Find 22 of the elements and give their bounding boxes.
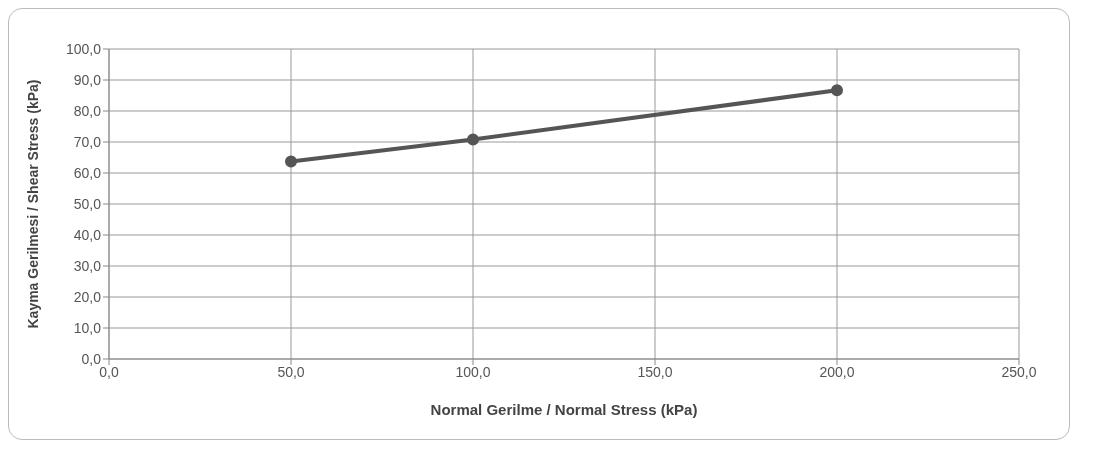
y-tick-label: 60,0 bbox=[73, 164, 102, 181]
y-tick-label: 100,0 bbox=[65, 40, 102, 57]
point bbox=[285, 155, 297, 168]
x-axis-title: Normal Gerilme / Normal Stress (kPa) bbox=[430, 401, 698, 418]
x-tick-label: 100,0 bbox=[455, 363, 491, 380]
y-tick-label: 20,0 bbox=[73, 288, 102, 305]
y-tick-label: 90,0 bbox=[73, 71, 102, 88]
y-tick-label: 80,0 bbox=[73, 102, 102, 119]
point bbox=[467, 133, 479, 146]
y-tick-label: 30,0 bbox=[73, 257, 102, 274]
y-tick-label: 0,0 bbox=[81, 350, 102, 367]
x-tick-label: 200,0 bbox=[819, 363, 855, 380]
point bbox=[831, 84, 843, 97]
y-tick-label: 70,0 bbox=[73, 133, 102, 150]
y-tick-label: 10,0 bbox=[73, 319, 102, 336]
y-tick-label: 50,0 bbox=[73, 195, 102, 212]
x-tick-label: 0,0 bbox=[99, 363, 119, 380]
x-tick-label: 50,0 bbox=[277, 363, 305, 380]
y-axis-title: Kayma Gerilmesi / Shear Stress (kPa) bbox=[24, 79, 41, 329]
x-tick-label: 250,0 bbox=[1001, 363, 1037, 380]
x-tick-label: 150,0 bbox=[637, 363, 673, 380]
y-tick-label: 40,0 bbox=[73, 226, 102, 243]
